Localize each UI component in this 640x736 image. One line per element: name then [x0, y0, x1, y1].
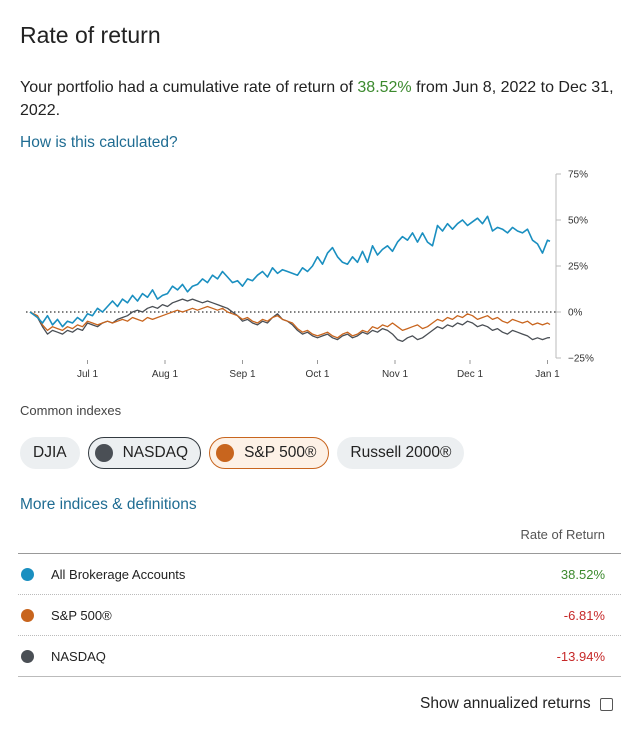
y-tick-label: 0% — [568, 308, 583, 319]
y-tick-label: 50% — [568, 216, 588, 227]
sp500-color-dot-icon — [216, 444, 235, 462]
common-indexes-label: Common indexes — [20, 403, 122, 418]
x-tick-label: Oct 1 — [306, 369, 330, 380]
annualized-returns-toggle: Show annualized returns — [420, 695, 613, 713]
chip-nasdaq-label: NASDAQ — [122, 444, 189, 461]
portfolio-color-dot-icon — [21, 567, 34, 581]
x-tick-label: Sep 1 — [229, 369, 256, 380]
row-value: -13.94% — [556, 648, 605, 664]
rate-of-return-chart: 75% 50% 25% 0% −25% Jul 1 Aug 1 Sep 1 Oct 1 Nov 1… — [26, 170, 594, 380]
index-chips: DJIA NASDAQ S&P 500® Russell 2000® — [20, 437, 465, 469]
summary-prefix: Your portfolio had a cumulative rate of … — [20, 79, 358, 96]
x-tick-label: Dec 1 — [457, 369, 484, 380]
more-indices-link[interactable]: More indices & definitions — [20, 496, 197, 513]
table-row: All Brokerage Accounts 38.52% — [18, 554, 621, 595]
nasdaq-color-dot-icon — [94, 444, 113, 462]
row-name: All Brokerage Accounts — [51, 566, 186, 582]
nasdaq-series-line — [29, 298, 551, 343]
chip-nasdaq[interactable]: NASDAQ — [87, 437, 202, 469]
portfolio-series-line — [29, 215, 551, 328]
chip-djia-label: DJIA — [33, 444, 67, 461]
sp500-row-dot-icon — [21, 608, 34, 622]
row-name: S&P 500® — [51, 607, 112, 623]
table-row: S&P 500® -6.81% — [18, 595, 621, 636]
summary-return-pct: 38.52% — [357, 79, 412, 96]
chip-russell-2000[interactable]: Russell 2000® — [337, 437, 465, 469]
chip-sp500-label: S&P 500® — [244, 444, 317, 461]
rate-of-return-header: Rate of Return — [18, 522, 621, 554]
nasdaq-row-dot-icon — [21, 649, 34, 663]
chip-djia[interactable]: DJIA — [20, 437, 80, 469]
summary-suffix: from Jun 8, 2022 to Dec 31, 2022. — [20, 79, 614, 119]
returns-table: Rate of Return All Brokerage Accounts 38… — [18, 522, 621, 677]
row-value: 38.52% — [560, 566, 605, 582]
annualized-checkbox[interactable] — [599, 697, 613, 711]
y-tick-label: 75% — [568, 170, 588, 181]
row-value: -6.81% — [563, 607, 605, 623]
chip-russell-label: Russell 2000® — [350, 444, 452, 461]
annualized-label: Show annualized returns — [420, 695, 591, 712]
how-calculated-link[interactable]: How is this calculated? — [20, 134, 178, 151]
table-row: NASDAQ -13.94% — [18, 636, 621, 677]
portfolio-summary: Your portfolio had a cumulative rate of … — [20, 76, 620, 122]
x-tick-label: Jul 1 — [77, 369, 99, 380]
sp500-series-line — [29, 305, 551, 339]
x-tick-label: Nov 1 — [382, 369, 409, 380]
chip-sp500[interactable]: S&P 500® — [209, 437, 330, 469]
page-title: Rate of return — [20, 22, 161, 48]
y-tick-label: 25% — [568, 262, 588, 273]
y-tick-label: −25% — [568, 354, 594, 365]
x-tick-label: Aug 1 — [152, 369, 179, 380]
x-tick-label: Jan 1 — [535, 369, 560, 380]
row-name: NASDAQ — [51, 648, 106, 664]
